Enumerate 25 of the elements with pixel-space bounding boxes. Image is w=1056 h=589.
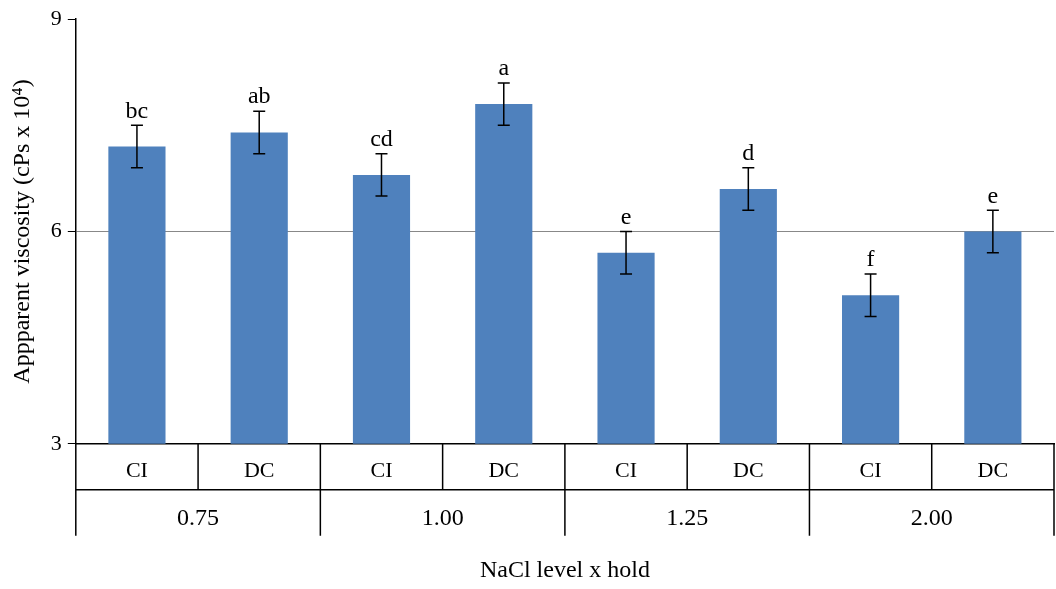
text: 2.00 bbox=[910, 504, 953, 531]
data-label: ab bbox=[247, 82, 271, 109]
y-tick-label: 9 bbox=[50, 4, 62, 30]
data-label: a bbox=[498, 54, 510, 81]
text: 1.00 bbox=[421, 504, 464, 531]
data-label: cd bbox=[370, 124, 393, 151]
x-axis-title: NaCl level x hold bbox=[479, 555, 650, 582]
text: 0.75 bbox=[177, 504, 220, 531]
x-tick-label: DC bbox=[733, 456, 764, 482]
data-label: f bbox=[866, 245, 875, 272]
x-tick-label: CI bbox=[859, 456, 882, 482]
x-tick-label: CI bbox=[125, 456, 148, 482]
text: 1.25 bbox=[666, 504, 709, 531]
data-label: bc bbox=[125, 96, 149, 123]
y-axis-title: Appparent viscosity (cPs x 10⁴) bbox=[7, 79, 34, 384]
x-tick-label: DC bbox=[243, 456, 275, 482]
x-tick-label: DC bbox=[977, 456, 1009, 482]
data-label: e bbox=[987, 181, 999, 208]
data-label: e bbox=[620, 202, 632, 229]
y-tick-label: 6 bbox=[50, 217, 62, 243]
x-tick-label: DC bbox=[488, 456, 520, 482]
x-tick-label: CI bbox=[370, 456, 393, 482]
y-tick-label: 3 bbox=[50, 429, 62, 455]
data-label: d bbox=[742, 139, 755, 166]
x-tick-label: CI bbox=[615, 456, 638, 482]
